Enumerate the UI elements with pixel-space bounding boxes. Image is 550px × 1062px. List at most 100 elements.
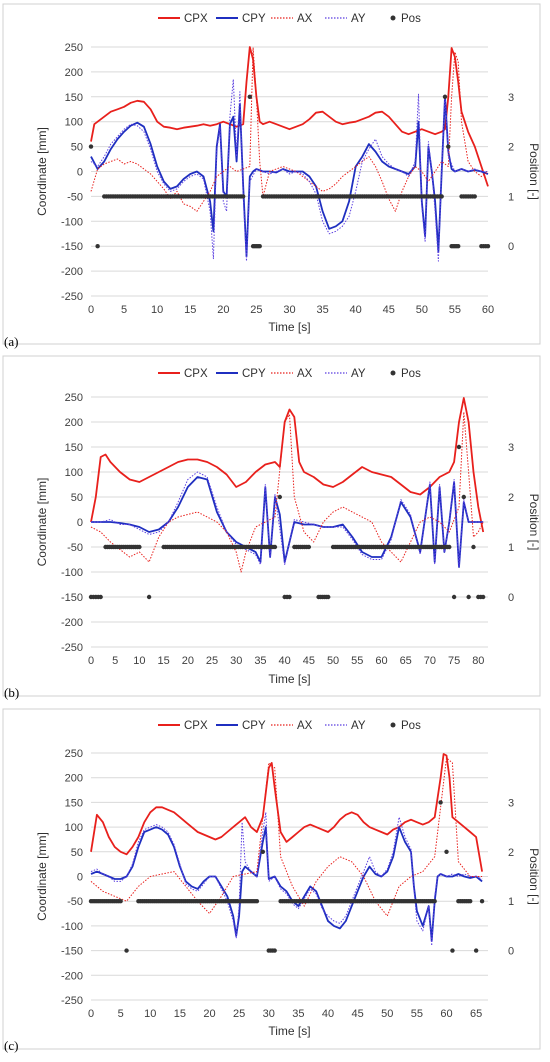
y-tick-label: 100 <box>65 117 83 129</box>
y-tick-label: 150 <box>65 92 83 104</box>
pos-point <box>240 194 246 199</box>
y-tick-label: -50 <box>67 542 83 554</box>
pos-point <box>247 94 252 100</box>
series-line-cpx <box>90 46 489 187</box>
series-line-ay <box>91 471 484 568</box>
x-tick-label: 50 <box>327 655 339 667</box>
y-tick-label: 100 <box>65 822 83 834</box>
pos-point <box>254 899 260 904</box>
pos-point <box>88 144 94 149</box>
x-tick-label: 0 <box>88 655 94 667</box>
y-tick-label: 250 <box>65 42 83 54</box>
y-axis-title: Coordinate [mm] <box>35 478 49 567</box>
legend-label: AX <box>297 13 313 25</box>
x-tick-label: 45 <box>303 655 315 667</box>
x-tick-label: 80 <box>472 655 484 667</box>
series-line-ax <box>90 47 489 212</box>
x-tick-label: 5 <box>112 655 118 667</box>
x-tick-label: 30 <box>230 655 242 667</box>
panel-label: (a) <box>4 334 18 349</box>
pos-point <box>471 544 476 550</box>
pos-point <box>468 899 473 904</box>
pos-point <box>260 849 266 854</box>
x-tick-label: 40 <box>350 304 362 316</box>
x-tick-label: 30 <box>283 304 295 316</box>
legend-swatch <box>390 15 396 21</box>
x-tick-label: 15 <box>184 304 196 316</box>
legend-label: Pos <box>401 720 421 732</box>
y-tick-label: 200 <box>65 417 83 429</box>
y-tick-label: -200 <box>61 970 83 982</box>
y-tick-label: -250 <box>61 291 83 303</box>
y-tick-label: -200 <box>61 617 83 629</box>
pos-point <box>447 544 452 550</box>
pos-point <box>444 849 449 854</box>
pos-point <box>124 948 129 953</box>
x-tick-label: 50 <box>416 304 428 316</box>
y-tick-label: 0 <box>77 517 83 529</box>
y-tick-label: -150 <box>61 241 83 253</box>
pos-point <box>257 244 262 249</box>
x-tick-label: 65 <box>400 655 412 667</box>
pos-point <box>95 244 100 249</box>
pos-point <box>118 899 123 904</box>
y2-axis-title: Position [-] <box>527 848 541 905</box>
y2-tick-label: 2 <box>508 847 514 859</box>
x-tick-label: 30 <box>263 1008 275 1020</box>
x-tick-label: 45 <box>352 1008 364 1020</box>
series-line-ax <box>90 757 483 917</box>
series-pos-markers <box>88 94 491 249</box>
y-axis-title: Coordinate [mm] <box>35 127 49 216</box>
pos-point <box>277 494 283 500</box>
y2-tick-label: 1 <box>508 542 514 554</box>
legend: CPX CPY AX AY Pos <box>158 368 421 380</box>
legend-label: CPY <box>242 720 266 732</box>
pos-point <box>439 194 444 199</box>
y2-tick-label: 0 <box>508 946 514 958</box>
x-tick-label: 5 <box>118 1008 124 1020</box>
legend-label: Pos <box>401 368 421 380</box>
series-line-cpy <box>90 826 483 942</box>
x-tick-label: 55 <box>351 655 363 667</box>
y2-tick-label: 3 <box>508 92 514 104</box>
y-tick-label: 200 <box>65 773 83 785</box>
x-tick-label: 25 <box>233 1008 245 1020</box>
y2-tick-label: 0 <box>508 241 514 253</box>
legend-label: AX <box>297 720 313 732</box>
x-axis-title: Time [s] <box>268 320 310 334</box>
pos-point <box>485 244 491 249</box>
pos-point <box>473 948 479 953</box>
y-tick-label: 250 <box>65 392 83 404</box>
x-tick-label: 75 <box>448 655 460 667</box>
legend-label: CPX <box>184 720 208 732</box>
x-tick-label: 25 <box>250 304 262 316</box>
legend: CPX CPY AX AY Pos <box>158 720 421 732</box>
panel-label: (c) <box>4 1038 18 1053</box>
legend-label: AY <box>351 368 366 380</box>
y-tick-label: 0 <box>77 167 83 179</box>
y-tick-label: -50 <box>67 896 83 908</box>
y-tick-label: 100 <box>65 467 83 479</box>
x-axis-title: Time [s] <box>268 672 310 686</box>
legend: CPX CPY AX AY Pos <box>158 13 421 25</box>
series-line-cpx <box>90 397 485 533</box>
pos-point <box>451 594 457 600</box>
pos-point <box>456 244 461 249</box>
pos-point <box>438 800 443 805</box>
pos-point <box>137 544 142 550</box>
pos-point <box>461 494 466 500</box>
y-tick-label: -100 <box>61 216 83 228</box>
y-tick-label: 50 <box>71 847 83 859</box>
legend-swatch <box>390 722 396 728</box>
pos-point <box>326 594 331 600</box>
panel-label: (b) <box>4 685 19 700</box>
x-tick-label: 45 <box>383 304 395 316</box>
legend-label: CPY <box>242 368 266 380</box>
x-tick-label: 60 <box>375 655 387 667</box>
legend-swatch <box>390 370 396 376</box>
x-tick-label: 40 <box>279 655 291 667</box>
legend-label: AY <box>351 720 366 732</box>
x-tick-label: 0 <box>88 1008 94 1020</box>
